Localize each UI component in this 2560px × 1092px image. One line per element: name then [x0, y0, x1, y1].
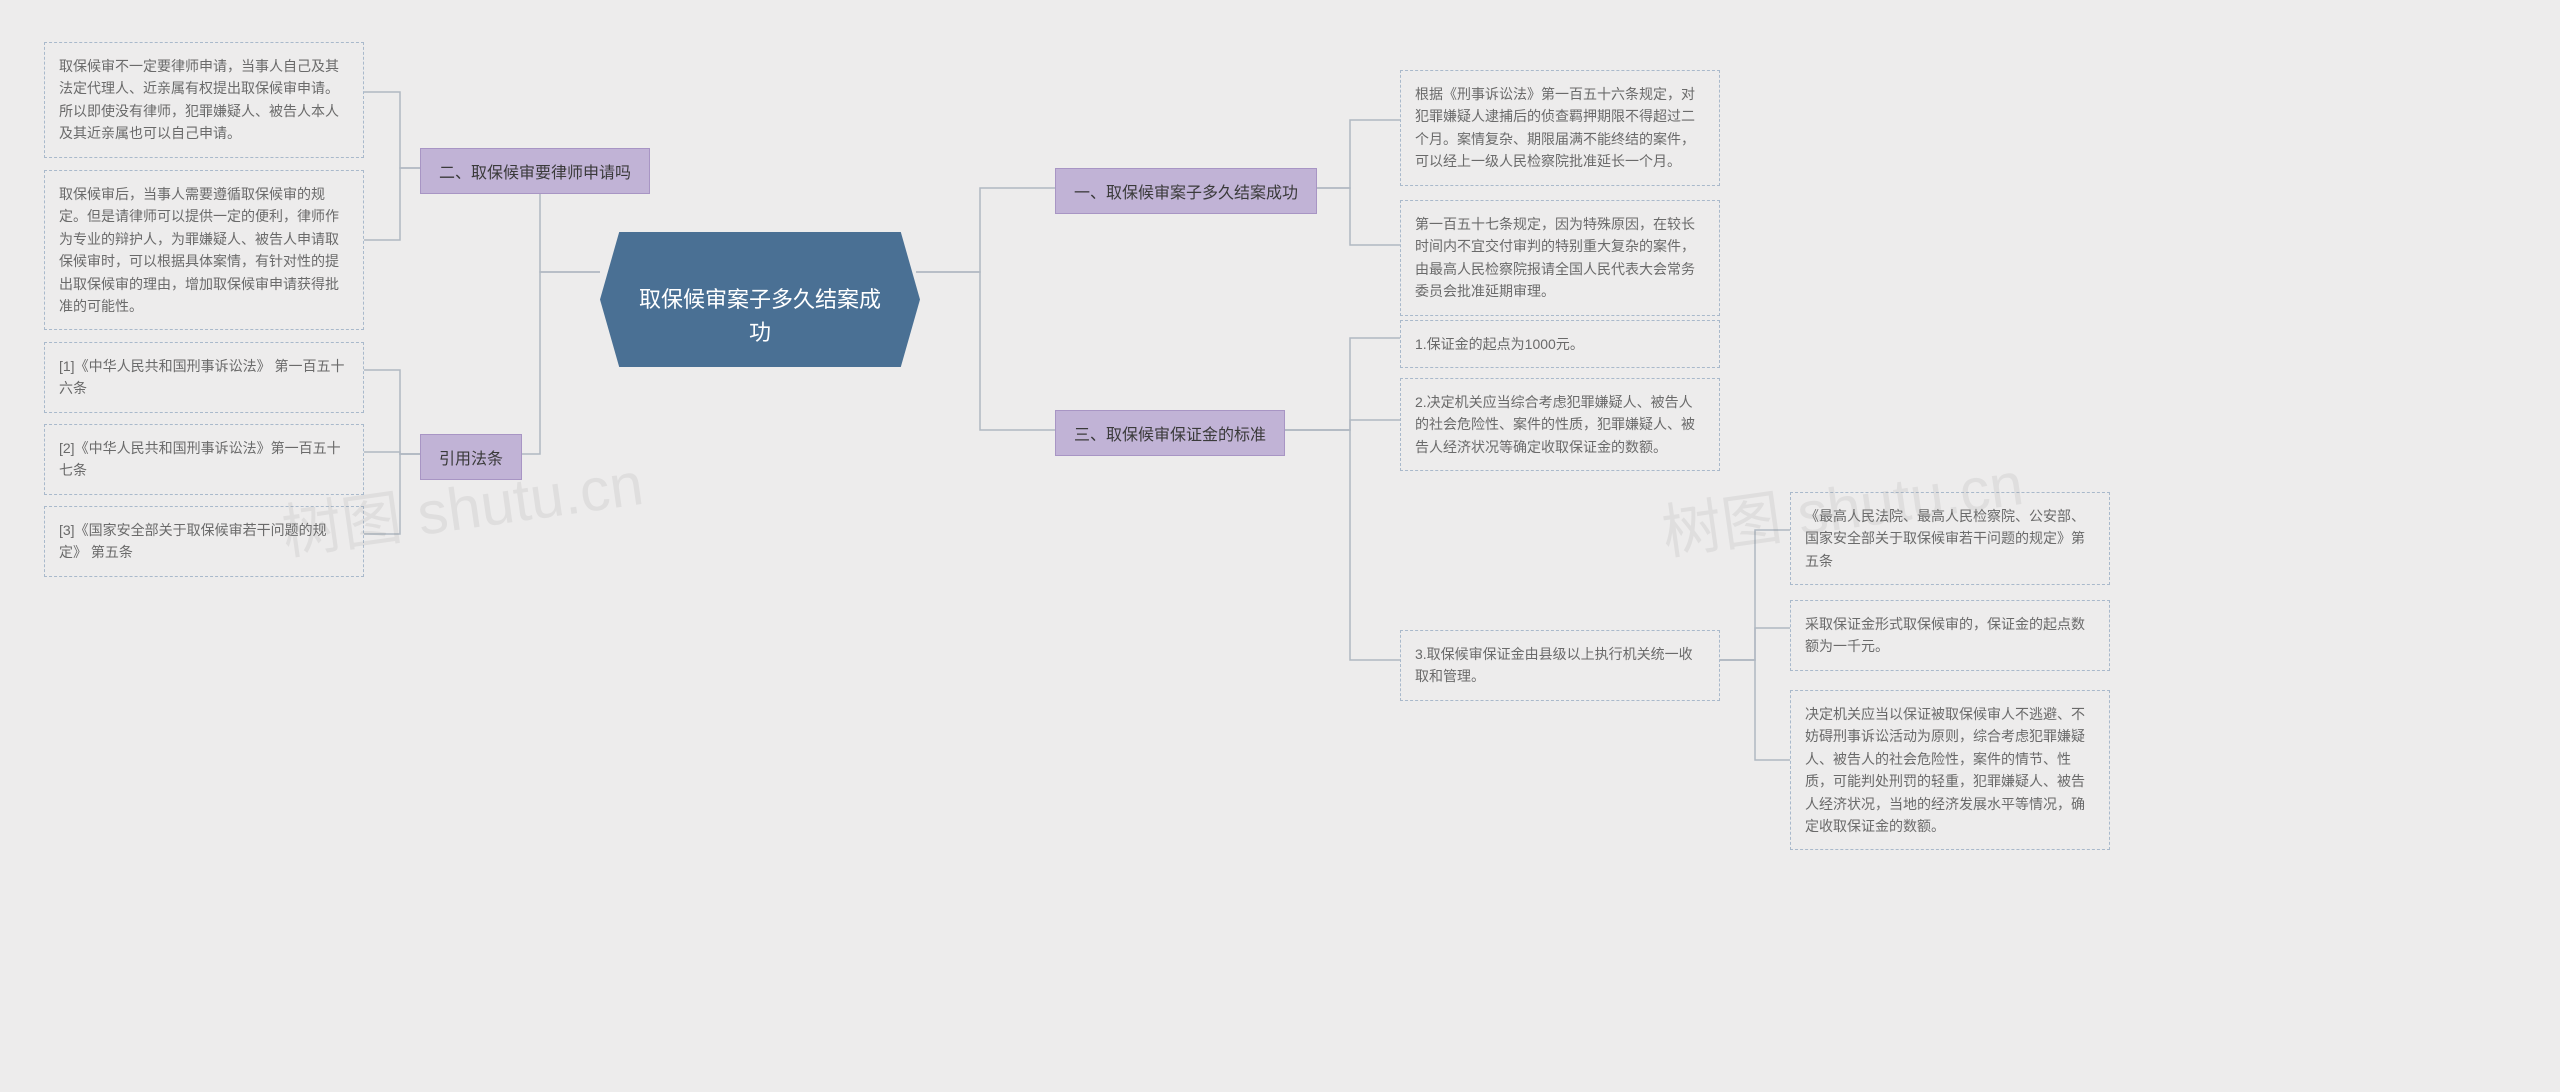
leaf-r2a-text: 1.保证金的起点为1000元。 — [1415, 336, 1584, 352]
leaf-l2a: [1]《中华人民共和国刑事诉讼法》 第一百五十六条 — [44, 342, 364, 413]
leaf-l1b: 取保候审后，当事人需要遵循取保候审的规定。但是请律师可以提供一定的便利，律师作为… — [44, 170, 364, 330]
center-text: 取保候审案子多久结案成 功 — [639, 287, 881, 345]
connector-layer — [0, 0, 2560, 1092]
branch-l2: 引用法条 — [420, 434, 522, 480]
leaf-l1a: 取保候审不一定要律师申请，当事人自己及其法定代理人、近亲属有权提出取保候审申请。… — [44, 42, 364, 158]
leaf-l1b-text: 取保候审后，当事人需要遵循取保候审的规定。但是请律师可以提供一定的便利，律师作为… — [59, 186, 339, 314]
leaf-r2c1: 《最高人民法院、最高人民检察院、公安部、国家安全部关于取保候审若干问题的规定》第… — [1790, 492, 2110, 585]
branch-l1-text: 二、取保候审要律师申请吗 — [439, 165, 631, 182]
branch-r1-text: 一、取保候审案子多久结案成功 — [1074, 185, 1298, 202]
leaf-l2c-text: [3]《国家安全部关于取保候审若干问题的规定》 第五条 — [59, 522, 327, 560]
branch-r2: 三、取保候审保证金的标准 — [1055, 410, 1285, 456]
branch-l2-text: 引用法条 — [439, 451, 503, 468]
branch-r2-text: 三、取保候审保证金的标准 — [1074, 427, 1266, 444]
leaf-r2c: 3.取保候审保证金由县级以上执行机关统一收取和管理。 — [1400, 630, 1720, 701]
leaf-r2c-text: 3.取保候审保证金由县级以上执行机关统一收取和管理。 — [1415, 646, 1693, 684]
leaf-l2a-text: [1]《中华人民共和国刑事诉讼法》 第一百五十六条 — [59, 358, 344, 396]
leaf-r2b-text: 2.决定机关应当综合考虑犯罪嫌疑人、被告人的社会危险性、案件的性质，犯罪嫌疑人、… — [1415, 394, 1695, 455]
branch-r1: 一、取保候审案子多久结案成功 — [1055, 168, 1317, 214]
leaf-l2c: [3]《国家安全部关于取保候审若干问题的规定》 第五条 — [44, 506, 364, 577]
leaf-r1a: 根据《刑事诉讼法》第一百五十六条规定，对犯罪嫌疑人逮捕后的侦查羁押期限不得超过二… — [1400, 70, 1720, 186]
leaf-r2a: 1.保证金的起点为1000元。 — [1400, 320, 1720, 368]
leaf-l1a-text: 取保候审不一定要律师申请，当事人自己及其法定代理人、近亲属有权提出取保候审申请。… — [59, 58, 339, 141]
leaf-l2b-text: [2]《中华人民共和国刑事诉讼法》第一百五十七条 — [59, 440, 341, 478]
leaf-r2c3-text: 决定机关应当以保证被取保候审人不逃避、不妨碍刑事诉讼活动为原则，综合考虑犯罪嫌疑… — [1805, 706, 2085, 834]
leaf-r1a-text: 根据《刑事诉讼法》第一百五十六条规定，对犯罪嫌疑人逮捕后的侦查羁押期限不得超过二… — [1415, 86, 1695, 169]
leaf-r1b: 第一百五十七条规定，因为特殊原因，在较长时间内不宜交付审判的特别重大复杂的案件，… — [1400, 200, 1720, 316]
leaf-r2c1-text: 《最高人民法院、最高人民检察院、公安部、国家安全部关于取保候审若干问题的规定》第… — [1805, 508, 2085, 569]
center-node: 取保候审案子多久结案成 功 — [600, 232, 920, 367]
leaf-r2c3: 决定机关应当以保证被取保候审人不逃避、不妨碍刑事诉讼活动为原则，综合考虑犯罪嫌疑… — [1790, 690, 2110, 850]
branch-l1: 二、取保候审要律师申请吗 — [420, 148, 650, 194]
leaf-r2c2: 采取保证金形式取保候审的，保证金的起点数额为一千元。 — [1790, 600, 2110, 671]
leaf-r2b: 2.决定机关应当综合考虑犯罪嫌疑人、被告人的社会危险性、案件的性质，犯罪嫌疑人、… — [1400, 378, 1720, 471]
leaf-r2c2-text: 采取保证金形式取保候审的，保证金的起点数额为一千元。 — [1805, 616, 2085, 654]
leaf-l2b: [2]《中华人民共和国刑事诉讼法》第一百五十七条 — [44, 424, 364, 495]
leaf-r1b-text: 第一百五十七条规定，因为特殊原因，在较长时间内不宜交付审判的特别重大复杂的案件，… — [1415, 216, 1695, 299]
